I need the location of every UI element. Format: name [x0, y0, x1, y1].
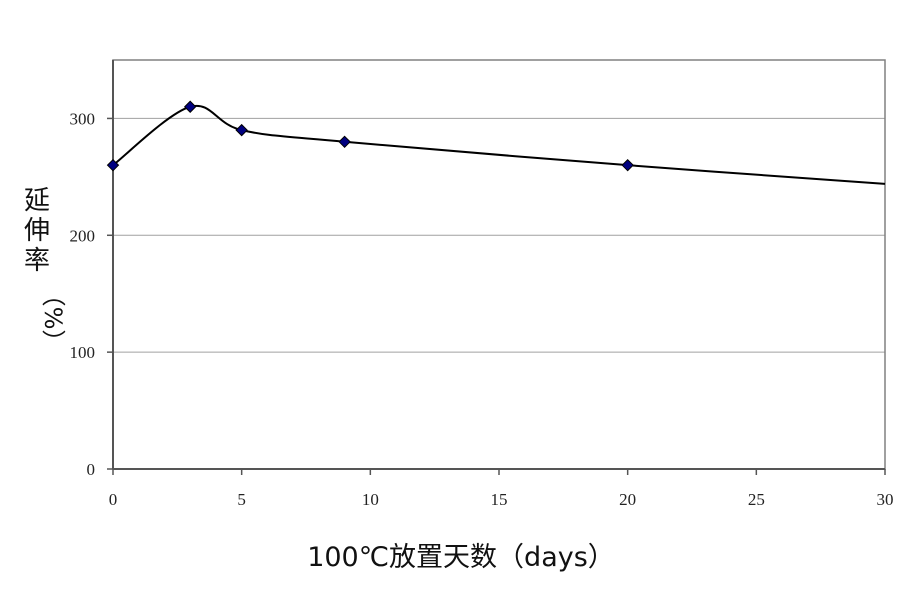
x-tick-label: 15 [491, 490, 508, 509]
x-tick-label: 5 [237, 490, 246, 509]
series-line [112, 104, 886, 185]
y-axis-ticks: 0 100 200 300 [70, 109, 113, 479]
y-tick-label: 0 [87, 460, 96, 479]
gridlines [113, 117, 885, 353]
y-axis-title-char: 率 [24, 246, 50, 276]
x-tick-label: 10 [362, 490, 379, 509]
series-group [106, 100, 886, 185]
data-point-marker [235, 123, 248, 137]
x-tick-label: 20 [619, 490, 636, 509]
y-tick-label: 200 [70, 226, 96, 245]
x-tick-label: 0 [109, 490, 118, 509]
data-point-marker [183, 100, 197, 113]
x-axis-ticks: 0 5 10 15 20 25 30 [109, 469, 894, 509]
axes [112, 60, 885, 470]
x-axis-title: 100℃放置天数（days） [307, 542, 615, 573]
data-point-marker [106, 158, 120, 172]
data-point-marker [621, 158, 634, 172]
x-tick-label: 30 [877, 490, 894, 509]
x-tick-label: 25 [748, 490, 765, 509]
y-tick-label: 300 [70, 109, 96, 128]
y-tick-label: 100 [70, 343, 96, 362]
plot-area-frame [112, 59, 886, 470]
y-axis-title-char: 伸 [24, 216, 50, 246]
y-axis-title-char: 延 [24, 186, 50, 216]
data-point-marker [338, 135, 351, 149]
y-axis-title-unit: （%） [39, 283, 67, 354]
y-axis-title: 延伸率 （%） [24, 186, 67, 353]
